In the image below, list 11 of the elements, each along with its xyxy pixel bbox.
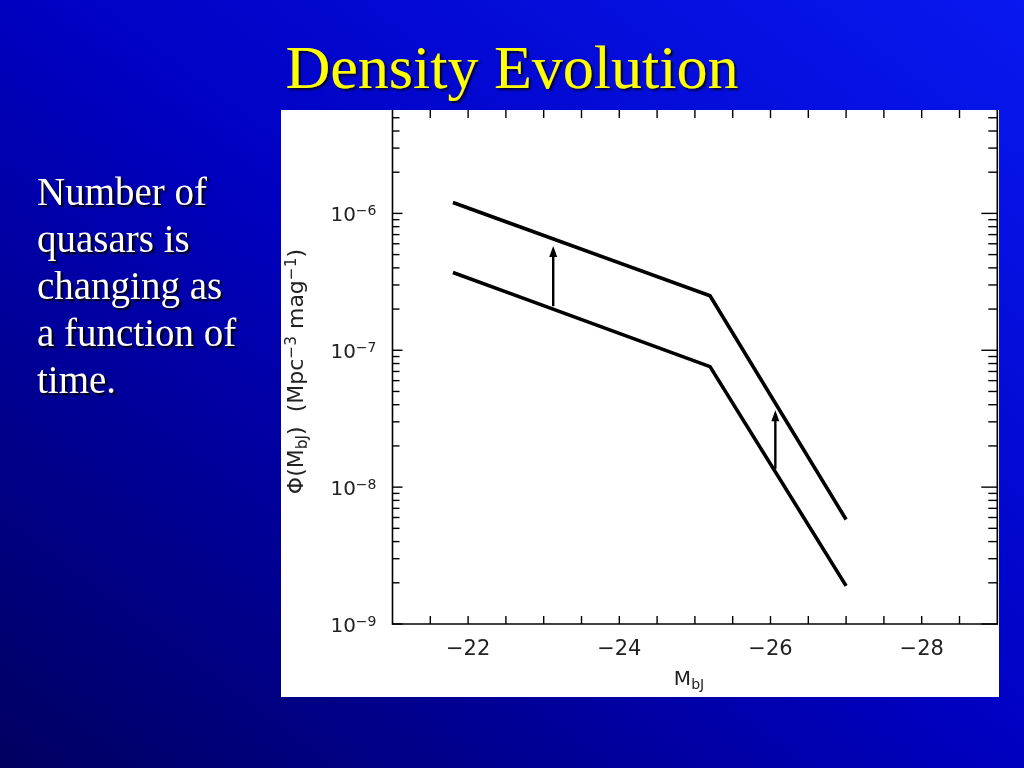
y-tick-label: 10$^{−9}$	[330, 612, 377, 637]
x-tick-label: −22	[445, 636, 491, 660]
x-tick-label: −26	[748, 636, 793, 660]
y-tick-label: 10$^{−8}$	[330, 475, 377, 501]
chart-title: Density Evolution	[285, 33, 739, 101]
y-tick-label: 10$^{−6}$	[330, 202, 377, 227]
text: Number of quasars is changing as a function of time.	[37, 169, 238, 403]
x-tick-label: −28	[899, 636, 944, 660]
x-axis-title: M$_{bJ}$	[673, 666, 705, 692]
y-tick-label: 10$^{−7}$	[330, 338, 377, 364]
x-tick-label: −24	[597, 636, 642, 660]
